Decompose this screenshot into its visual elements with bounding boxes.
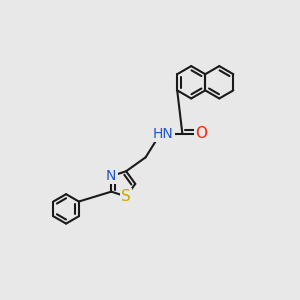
Text: O: O [196, 126, 208, 141]
Text: HN: HN [153, 127, 174, 141]
Text: S: S [121, 189, 131, 204]
Text: N: N [106, 169, 116, 183]
